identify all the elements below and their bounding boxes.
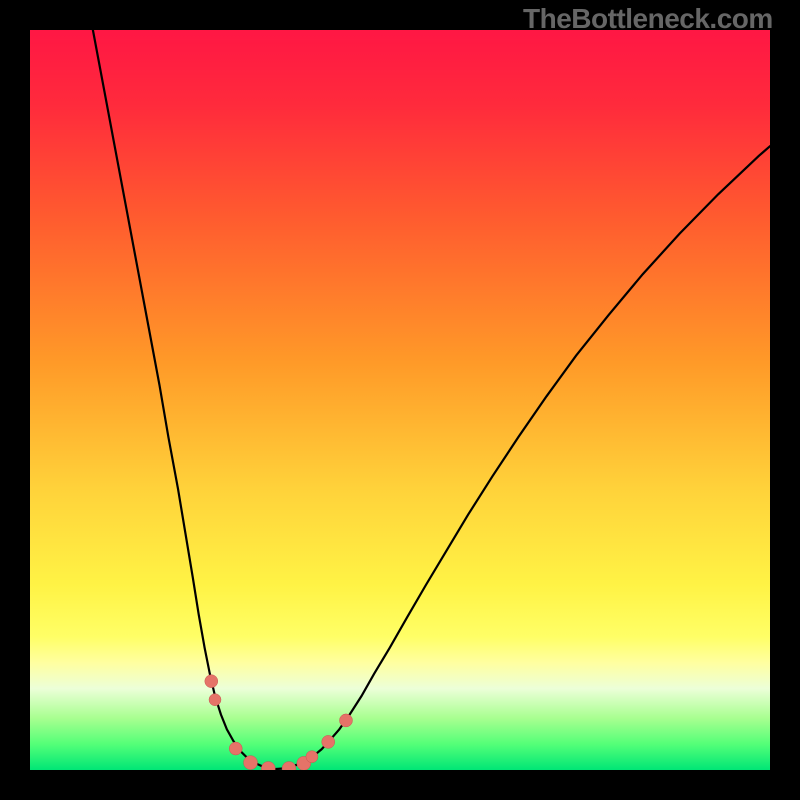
marker-dot [322, 735, 335, 748]
plot-svg [30, 30, 770, 770]
chart-container: TheBottleneck.com [0, 0, 800, 800]
plot-area [30, 30, 770, 770]
marker-dot [339, 714, 352, 727]
marker-dot [205, 675, 218, 688]
gradient-background [30, 30, 770, 770]
marker-dot [306, 751, 318, 763]
marker-dot [209, 694, 221, 706]
marker-dot [244, 756, 258, 770]
watermark: TheBottleneck.com [523, 3, 773, 35]
marker-dot [229, 742, 242, 755]
